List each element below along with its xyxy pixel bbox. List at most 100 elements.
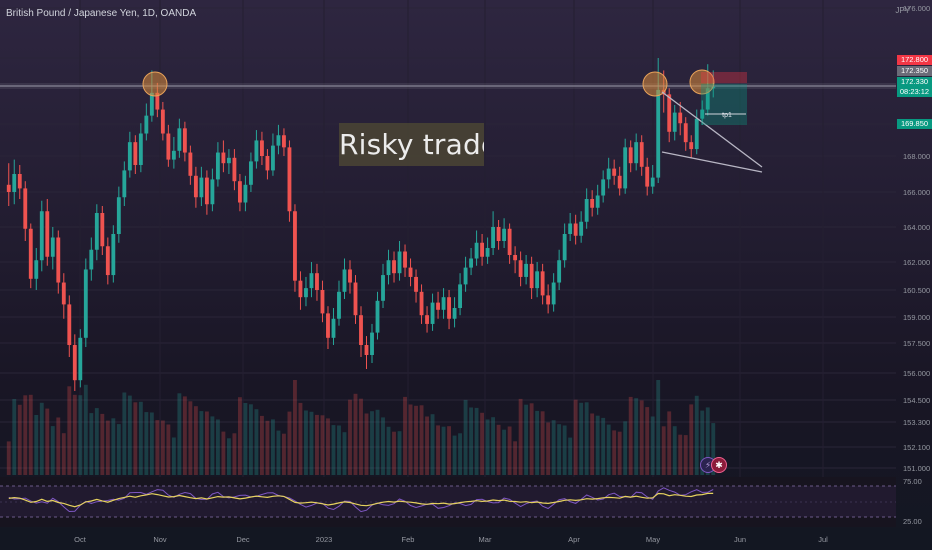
time-axis-bg — [0, 528, 932, 550]
volume-bar — [254, 409, 259, 475]
x-tick-label: Apr — [568, 535, 580, 544]
volume-bar — [34, 415, 39, 475]
volume-bar — [243, 403, 248, 475]
candle-body — [485, 248, 490, 257]
y-tick-label: 152.100 — [903, 443, 930, 452]
candle-body — [408, 267, 413, 277]
candle-body — [419, 291, 424, 316]
volume-bar — [6, 441, 11, 475]
candle-body — [100, 213, 105, 247]
volume-bar — [606, 424, 611, 475]
candle-body — [177, 128, 182, 151]
candle-body — [105, 246, 110, 276]
candle-body — [623, 147, 628, 189]
volume-bar — [491, 417, 496, 475]
last-price-tag: 172.330 — [897, 77, 932, 87]
candle-body — [678, 112, 683, 124]
uk-flag-icon[interactable]: ✱ — [711, 457, 727, 473]
candle-body — [557, 260, 562, 283]
candle-body — [271, 145, 275, 171]
volume-bar — [579, 402, 584, 475]
volume-bar — [282, 433, 286, 475]
volume-bar — [392, 431, 396, 475]
volume-bar — [386, 426, 391, 475]
candle-body — [232, 157, 237, 182]
volume-bar — [507, 426, 512, 475]
volume-bar — [502, 429, 507, 475]
candle-body — [282, 135, 286, 148]
risky-trade-annotation[interactable]: Risky trade — [339, 123, 484, 166]
candle-body — [601, 179, 606, 196]
candle-body — [83, 269, 88, 338]
candle-body — [656, 89, 661, 178]
volume-bar — [634, 398, 639, 475]
y-tick-label: 159.000 — [903, 313, 930, 322]
candle-body — [56, 237, 61, 283]
volume-bar — [568, 437, 573, 475]
volume-bar — [160, 420, 165, 475]
candle-body — [386, 260, 391, 276]
volume-bar — [705, 407, 710, 475]
candle-body — [94, 213, 99, 250]
volume-bar — [623, 421, 628, 475]
candle-body — [370, 332, 374, 355]
candle-body — [298, 280, 303, 298]
y-tick-label: 157.500 — [903, 339, 930, 348]
volume-bar — [265, 420, 270, 475]
volume-bar — [28, 394, 33, 475]
candle-body — [72, 345, 77, 381]
volume-bar — [182, 396, 187, 475]
candle-body — [491, 227, 496, 248]
candle-body — [595, 195, 600, 208]
candle-body — [237, 181, 242, 203]
price-axis: 176.000 168.000 166.000 164.000 162.000 160.5… — [903, 4, 930, 526]
volume-bar — [89, 413, 94, 475]
candle-body — [392, 260, 396, 274]
volume-bar — [518, 398, 523, 475]
time-axis: Oct Nov Dec 2023 Feb Mar Apr May Jun Jul — [0, 528, 932, 550]
volume-bar — [551, 420, 556, 475]
candle-body — [513, 255, 518, 261]
candle-body — [89, 249, 94, 270]
volume-bar — [524, 404, 529, 475]
candle-body — [546, 295, 551, 305]
volume-bar — [309, 411, 314, 475]
volume-bar — [304, 410, 308, 475]
candle-body — [562, 234, 567, 261]
volume-bar — [557, 424, 562, 475]
candlestick-series — [6, 58, 716, 391]
volume-bar — [375, 409, 380, 475]
volume-bar — [590, 413, 595, 475]
volume-bar — [342, 432, 347, 475]
candle-body — [540, 271, 545, 296]
candle-body — [309, 273, 314, 289]
candle-body — [287, 147, 292, 212]
volume-bar — [595, 415, 600, 475]
volume-bar — [667, 411, 672, 475]
candle-body — [116, 197, 121, 234]
volume-bar — [94, 408, 99, 475]
volume-bar — [177, 393, 182, 475]
volume-bar — [100, 413, 105, 475]
volume-bar — [116, 424, 121, 475]
candle-body — [188, 152, 193, 176]
volume-bar — [425, 416, 429, 475]
volume-bar — [496, 424, 501, 475]
volume-bar — [403, 396, 407, 475]
candle-body — [480, 242, 485, 257]
candle-body — [502, 228, 507, 241]
candle-body — [160, 109, 165, 134]
candle-body — [590, 199, 595, 208]
volume-bar — [612, 430, 617, 475]
volume-bar — [149, 412, 154, 475]
volume-bar — [408, 404, 413, 475]
volume-bar — [17, 404, 22, 475]
symbol-title[interactable]: British Pound / Japanese Yen, 1D, OANDA — [6, 8, 197, 19]
volume-bar — [199, 411, 204, 475]
volume-bar — [293, 380, 297, 475]
volume-bar — [469, 407, 474, 475]
candle-body — [425, 315, 429, 324]
candle-body — [700, 109, 705, 119]
volume-bar — [188, 401, 193, 475]
